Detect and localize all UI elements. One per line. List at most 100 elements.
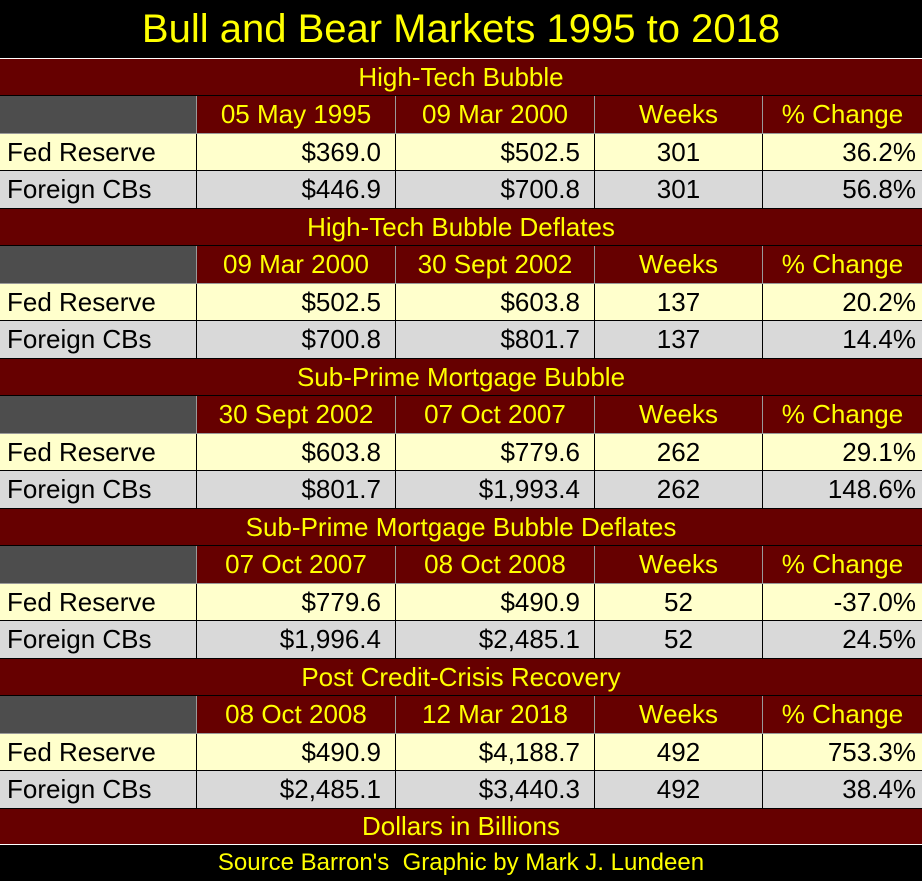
row-label: Fed Reserve [0,584,197,621]
row-label: Foreign CBs [0,771,197,809]
end-value: $3,440.3 [396,771,595,809]
percent-change-value: 38.4% [763,771,922,809]
percent-change-value: 20.2% [763,284,922,321]
percent-change-value: 56.8% [763,171,922,209]
weeks-value: 262 [595,471,763,509]
end-value: $502.5 [396,134,595,171]
start-value: $2,485.1 [197,771,396,809]
header-end-date: 09 Mar 2000 [396,96,595,134]
percent-change-value: 29.1% [763,434,922,471]
header-start-date: 05 May 1995 [197,96,396,134]
percent-change-value: 24.5% [763,621,922,659]
market-section-2: High-Tech Bubble Deflates 09 Mar 2000 30… [0,209,922,359]
row-label: Foreign CBs [0,321,197,359]
percent-change-value: 36.2% [763,134,922,171]
weeks-value: 52 [595,584,763,621]
foreign-cbs-row: Foreign CBs $801.7 $1,993.4 262 148.6% [0,471,922,509]
weeks-value: 137 [595,321,763,359]
fed-reserve-row: Fed Reserve $779.6 $490.9 52 -37.0% [0,584,922,621]
section-header-row: 30 Sept 2002 07 Oct 2007 Weeks % Change [0,396,922,434]
header-corner-cell [0,396,197,434]
header-weeks: Weeks [595,546,763,584]
percent-change-value: -37.0% [763,584,922,621]
market-section-3: Sub-Prime Mortgage Bubble 30 Sept 2002 0… [0,359,922,509]
start-value: $502.5 [197,284,396,321]
weeks-value: 301 [595,171,763,209]
header-end-date: 12 Mar 2018 [396,696,595,734]
header-start-date: 07 Oct 2007 [197,546,396,584]
foreign-cbs-row: Foreign CBs $1,996.4 $2,485.1 52 24.5% [0,621,922,659]
end-value: $779.6 [396,434,595,471]
section-title: Post Credit-Crisis Recovery [0,659,922,696]
weeks-value: 492 [595,771,763,809]
end-value: $700.8 [396,171,595,209]
header-percent-change: % Change [763,246,922,284]
weeks-value: 52 [595,621,763,659]
section-title: Sub-Prime Mortgage Bubble [0,359,922,396]
fed-reserve-row: Fed Reserve $369.0 $502.5 301 36.2% [0,134,922,171]
fed-reserve-row: Fed Reserve $490.9 $4,188.7 492 753.3% [0,734,922,771]
section-title: High-Tech Bubble Deflates [0,209,922,246]
header-end-date: 07 Oct 2007 [396,396,595,434]
source-note: Source Barron's Graphic by Mark J. Lunde… [0,845,922,881]
header-percent-change: % Change [763,96,922,134]
header-weeks: Weeks [595,696,763,734]
start-value: $1,996.4 [197,621,396,659]
start-value: $603.8 [197,434,396,471]
header-end-date: 08 Oct 2008 [396,546,595,584]
section-header-row: 08 Oct 2008 12 Mar 2018 Weeks % Change [0,696,922,734]
header-percent-change: % Change [763,396,922,434]
start-value: $369.0 [197,134,396,171]
weeks-value: 492 [595,734,763,771]
market-section-5: Post Credit-Crisis Recovery 08 Oct 2008 … [0,659,922,809]
percent-change-value: 753.3% [763,734,922,771]
end-value: $603.8 [396,284,595,321]
header-percent-change: % Change [763,546,922,584]
row-label: Foreign CBs [0,621,197,659]
fed-reserve-row: Fed Reserve $603.8 $779.6 262 29.1% [0,434,922,471]
start-value: $700.8 [197,321,396,359]
end-value: $1,993.4 [396,471,595,509]
percent-change-value: 14.4% [763,321,922,359]
start-value: $490.9 [197,734,396,771]
section-title: Sub-Prime Mortgage Bubble Deflates [0,509,922,546]
header-start-date: 30 Sept 2002 [197,396,396,434]
header-end-date: 30 Sept 2002 [396,246,595,284]
end-value: $490.9 [396,584,595,621]
row-label: Fed Reserve [0,134,197,171]
start-value: $801.7 [197,471,396,509]
sections-container: High-Tech Bubble 05 May 1995 09 Mar 2000… [0,59,922,809]
header-percent-change: % Change [763,696,922,734]
weeks-value: 262 [595,434,763,471]
row-label: Fed Reserve [0,734,197,771]
row-label: Foreign CBs [0,471,197,509]
start-value: $446.9 [197,171,396,209]
end-value: $801.7 [396,321,595,359]
header-corner-cell [0,696,197,734]
fed-reserve-row: Fed Reserve $502.5 $603.8 137 20.2% [0,284,922,321]
market-section-4: Sub-Prime Mortgage Bubble Deflates 07 Oc… [0,509,922,659]
section-header-row: 09 Mar 2000 30 Sept 2002 Weeks % Change [0,246,922,284]
header-weeks: Weeks [595,246,763,284]
row-label: Fed Reserve [0,284,197,321]
header-weeks: Weeks [595,396,763,434]
header-corner-cell [0,246,197,284]
foreign-cbs-row: Foreign CBs $446.9 $700.8 301 56.8% [0,171,922,209]
market-section-1: High-Tech Bubble 05 May 1995 09 Mar 2000… [0,59,922,209]
header-corner-cell [0,546,197,584]
end-value: $4,188.7 [396,734,595,771]
table-title: Bull and Bear Markets 1995 to 2018 [0,0,922,59]
section-header-row: 05 May 1995 09 Mar 2000 Weeks % Change [0,96,922,134]
weeks-value: 301 [595,134,763,171]
header-corner-cell [0,96,197,134]
header-start-date: 08 Oct 2008 [197,696,396,734]
header-start-date: 09 Mar 2000 [197,246,396,284]
section-header-row: 07 Oct 2007 08 Oct 2008 Weeks % Change [0,546,922,584]
end-value: $2,485.1 [396,621,595,659]
section-title: High-Tech Bubble [0,59,922,96]
units-note: Dollars in Billions [0,809,922,845]
foreign-cbs-row: Foreign CBs $2,485.1 $3,440.3 492 38.4% [0,771,922,809]
header-weeks: Weeks [595,96,763,134]
percent-change-value: 148.6% [763,471,922,509]
